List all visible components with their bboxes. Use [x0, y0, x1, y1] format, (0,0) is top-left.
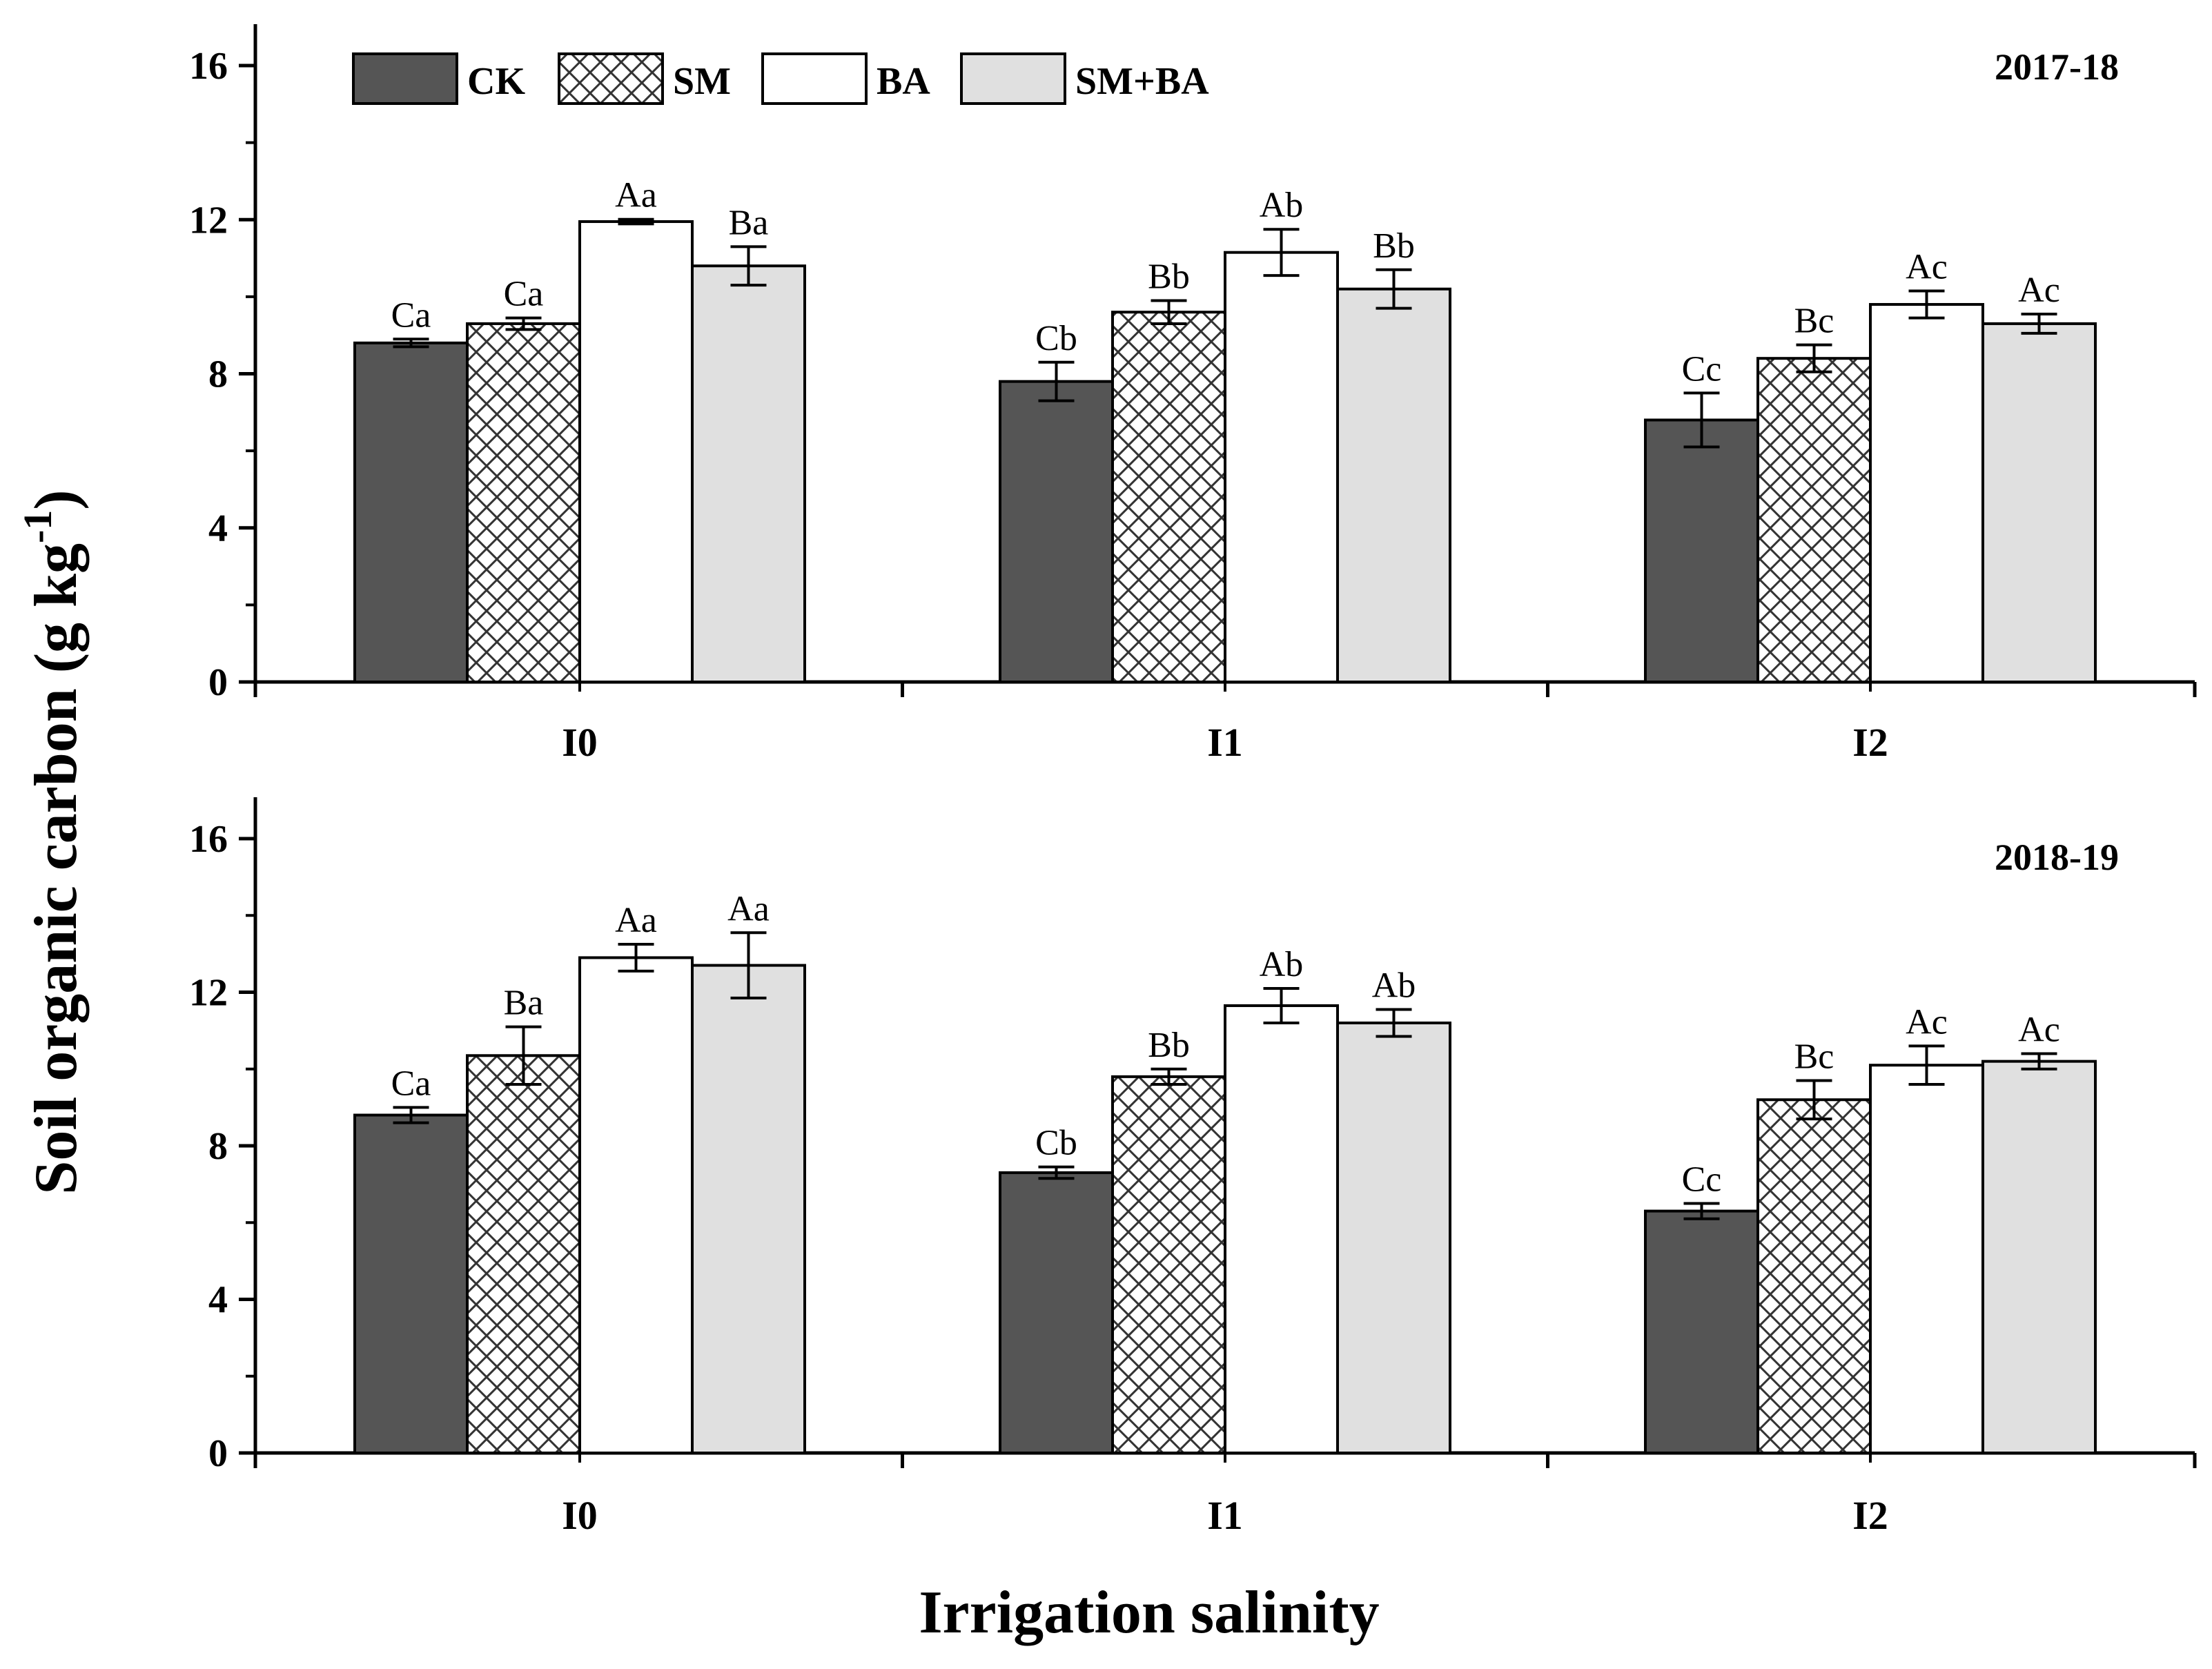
y-axis-title: Soil organic carbon (g kg-1) — [15, 489, 90, 1194]
bar — [1224, 1004, 1339, 1454]
significance-letter: Aa — [615, 901, 657, 940]
significance-letter: Bb — [1373, 226, 1415, 266]
y-tick-label: 0 — [208, 661, 228, 704]
bar — [466, 1054, 581, 1454]
legend-label: BA — [877, 60, 930, 103]
bar — [1224, 251, 1339, 683]
bar — [1336, 1022, 1451, 1454]
significance-letter: Cc — [1682, 349, 1722, 389]
period-label: 2018-19 — [1995, 837, 2119, 878]
bar — [1756, 357, 1872, 683]
legend-swatch-sm — [558, 52, 664, 105]
bar — [353, 341, 469, 683]
significance-letter: Cb — [1035, 319, 1077, 358]
x-tick-label: I1 — [1207, 720, 1243, 765]
panel-2018-19: 0 4 8 12 16 I0 I1 I2 2018-19 Ca Cb Cc Ba Bb Bc Aa Ab Ac Aa… — [189, 797, 2197, 1538]
significance-letter: Bb — [1148, 257, 1190, 296]
significance-letter: Ab — [1260, 945, 1304, 984]
significance-letter: Ac — [1906, 1002, 1948, 1042]
x-axis-title: Irrigation salinity — [919, 1579, 1379, 1646]
x-tick-label: I2 — [1852, 1493, 1888, 1538]
legend-swatch-sm-ba — [960, 52, 1066, 105]
x-tick-label: I0 — [562, 720, 598, 765]
significance-letter: Cc — [1682, 1160, 1722, 1199]
bar — [1756, 1098, 1872, 1454]
significance-letter: Ba — [504, 984, 544, 1023]
bar — [353, 1113, 469, 1454]
bar — [1644, 1209, 1759, 1454]
panel-2017-18: 0 4 8 12 16 I0 I1 I2 2017-18 Ca Cb Cc Ca Bb Bc Aa Ab Ac Ba… — [189, 24, 2197, 765]
x-tick-label: I1 — [1207, 1493, 1243, 1538]
y-tick-label: 0 — [208, 1432, 228, 1475]
significance-letter: Cb — [1035, 1124, 1077, 1163]
bar — [578, 220, 694, 683]
y-axis-title-sup: -1 — [15, 510, 60, 543]
significance-letter: Ab — [1260, 186, 1304, 225]
y-tick-label: 4 — [208, 1279, 228, 1322]
y-tick-label: 16 — [189, 818, 228, 861]
bar — [1981, 1060, 2097, 1454]
legend-swatch-ba — [761, 52, 868, 105]
significance-letter: Ac — [2018, 1011, 2060, 1050]
y-tick-label: 16 — [189, 45, 228, 88]
y-tick-label: 8 — [208, 353, 228, 396]
bar — [1111, 311, 1226, 683]
significance-letter: Ba — [729, 203, 769, 242]
bar — [999, 380, 1114, 683]
legend-label: CK — [467, 60, 525, 103]
legend-label: SM+BA — [1075, 60, 1209, 103]
significance-letter: Ac — [1906, 248, 1948, 287]
significance-letter: Ca — [391, 295, 431, 335]
significance-letter: Ab — [1372, 966, 1416, 1006]
significance-letter: Aa — [727, 889, 770, 928]
y-tick-label: 8 — [208, 1125, 228, 1168]
x-tick-label: I0 — [562, 1493, 598, 1538]
x-tick-label: I2 — [1852, 720, 1888, 765]
significance-letter: Bc — [1794, 1037, 1834, 1076]
significance-letter: Ca — [504, 275, 544, 314]
significance-letter: Bb — [1148, 1026, 1190, 1065]
legend-swatch-ck — [352, 52, 458, 105]
bar — [1111, 1075, 1226, 1454]
bar — [1644, 418, 1759, 683]
significance-letter: Ca — [391, 1064, 431, 1103]
bar — [578, 956, 694, 1454]
bar — [999, 1171, 1114, 1454]
significance-letter: Aa — [615, 176, 657, 215]
significance-letter: Ac — [2018, 271, 2060, 310]
y-tick-label: 12 — [189, 972, 228, 1015]
bar — [691, 964, 806, 1454]
legend: CK SM BA SM+BA — [352, 52, 1209, 105]
legend-label: SM — [673, 60, 731, 103]
bar — [1336, 287, 1451, 683]
bar — [1981, 322, 2097, 684]
y-axis-title-main: Soil organic carbon (g kg — [23, 543, 90, 1195]
bar — [466, 322, 581, 684]
significance-letter: Bc — [1794, 302, 1834, 341]
bar — [691, 264, 806, 684]
y-axis-title-close: ) — [23, 489, 90, 509]
y-tick-label: 4 — [208, 507, 228, 550]
period-label: 2017-18 — [1995, 46, 2119, 88]
bar — [1869, 1064, 1984, 1454]
y-tick-label: 12 — [189, 199, 228, 242]
bar — [1869, 303, 1984, 684]
